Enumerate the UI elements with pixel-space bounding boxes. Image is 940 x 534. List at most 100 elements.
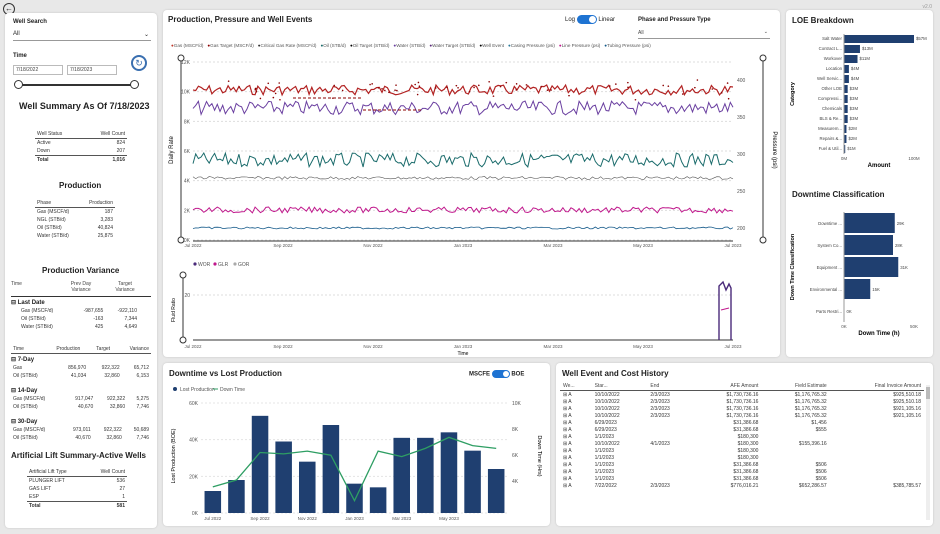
history-row[interactable]: ⊞ A 1/1/2023 $180,300 [560,454,924,461]
ratio-xtick: Jul 2023 [724,344,742,349]
main-legend-item[interactable]: ●Critical Gas Rate (MSCF/d) [257,43,317,48]
history-row[interactable]: ⊞ A 10/10/2022 4/1/2023 $180,300 $155,396.16 [560,440,924,447]
lift-cell: ESP [29,494,40,500]
history-col-header[interactable]: We... [563,383,575,389]
production-cell: NGL (STB/d) [37,217,66,223]
main-legend-item[interactable]: ●Well Event [479,43,504,48]
variance-cell: 7,746 [136,404,149,410]
ratio-xtick: Mar 2023 [543,344,563,349]
unit-toggle[interactable]: MSCFE BOE [469,370,524,378]
well-event-marker [667,85,670,87]
date-range-slider[interactable] [17,84,135,86]
history-cell: ⊞ A [563,426,572,433]
well-event-marker [546,89,549,91]
history-col-header[interactable]: Field Estimate [795,383,827,389]
well-event-marker [726,82,729,84]
history-row[interactable]: ⊞ A 10/10/2022 2/3/2023 $1,730,736.16 $1,176… [560,391,924,399]
well-event-marker [267,82,270,85]
slider-handle-end[interactable] [130,80,139,89]
history-row[interactable]: ⊞ A 1/1/2023 $31,386.68 $506 [560,475,924,482]
phase-dropdown[interactable]: All ⌄ [638,29,770,39]
history-row[interactable]: ⊞ A 1/1/2023 $180,300 [560,447,924,454]
history-row[interactable]: ⊞ A 6/29/2023 $31,386.68 $555 [560,426,924,433]
loe-bar [844,125,847,133]
summary-cell: 207 [116,148,125,154]
toggle-switch[interactable] [491,370,510,378]
well-event-marker [227,80,230,82]
loe-bar [844,95,848,103]
lift-cell: GAS LIFT [29,486,52,492]
history-cell: 7/22/2022 [594,482,617,489]
date-from-input[interactable]: 7/18/2022 [13,65,63,75]
history-col-header[interactable]: AFE Amount [730,383,759,389]
chevron-down-icon: ⌄ [763,29,768,35]
history-row[interactable]: ⊞ A 7/22/2022 2/3/2023 $776,016.21 $652,286.… [560,482,924,489]
variance-col-target: Target Variance [115,281,135,293]
main-legend-item[interactable]: ●Line Pressure (psi) [558,43,601,48]
variance-cell: 5,275 [136,396,149,402]
well-search-dropdown[interactable]: All ⌄ [13,31,151,41]
lost-xtick: Sep 2022 [250,516,270,521]
well-event-marker [381,87,383,90]
history-cell: 1/1/2023 [594,468,615,475]
history-col-header[interactable]: End [650,383,660,389]
toggle-boe-label: BOE [511,371,525,378]
lift-title: Artificial Lift Summary-Active Wells [11,451,146,460]
history-row[interactable]: ⊞ A 6/29/2023 $31,386.68 $1,456 [560,419,924,426]
downtime-category-label: System Co... [817,243,842,248]
main-legend-item[interactable]: ●Oil (STB/d) [320,43,346,48]
summary-cell: Down [37,148,50,154]
production-cell: Gas (MSCF/d) [37,209,70,215]
well-event-marker [694,86,696,89]
history-row[interactable]: ⊞ A 10/10/2022 2/3/2023 $1,730,736.16 $1,176… [560,412,924,419]
variance-30day[interactable]: ⊟ 30-Day [11,419,38,425]
variance-7day[interactable]: ⊟ 7-Day [11,357,35,363]
variance-last-date[interactable]: ⊟ Last Date [11,300,45,306]
main-legend-item[interactable]: ●Gas (MSCF/d) [171,43,204,48]
lost-title: Downtime vs Lost Production [169,369,282,378]
slider-handle-start[interactable] [14,80,23,89]
history-cell: $1,730,736.16 [726,391,759,398]
history-col-header[interactable]: Star... [594,383,608,389]
history-cell: ⊞ A [563,461,572,468]
well-event-marker [615,83,617,85]
history-cell [761,454,829,461]
lost-y2tick: 6K [512,453,519,459]
variance-30day-label: 30-Day [17,419,38,425]
variance-14day[interactable]: ⊟ 14-Day [11,388,38,394]
history-col-header[interactable]: Final Invoice Amount [874,383,921,389]
history-row[interactable]: ⊞ A 10/10/2022 2/3/2023 $1,730,736.16 $1,176… [560,405,924,412]
variance-cell: -987,655 [83,308,104,314]
scale-toggle[interactable]: Log Linear [565,15,615,24]
history-row[interactable]: ⊞ A 1/1/2023 $180,300 [560,433,924,440]
loe-xlabel: Amount [868,163,891,169]
date-to-input[interactable]: 7/18/2023 [67,65,117,75]
variance-cell: Gas (MSCF/d) [13,427,46,433]
well-event-marker [279,98,281,101]
history-row[interactable]: ⊞ A 1/1/2023 $31,386.68 $506 [560,468,924,475]
ratio-ytick: 20 [184,293,190,299]
main-legend-item[interactable]: ●Gas Target (MSCF/d) [207,43,254,48]
main-legend-label: Gas Target (MSCF/d) [210,43,254,48]
refresh-icon[interactable]: ↻ [131,55,147,71]
loe-panel: LOE Breakdown Category Salt Water $57M Cont… [786,10,933,357]
main-legend-item[interactable]: ●Tubing Pressure (psi) [604,43,651,48]
toggle-switch[interactable] [576,15,597,24]
main-legend-item[interactable]: ●Water Target (STB/d) [429,43,476,48]
main-xtick: Sep 2022 [273,243,293,248]
main-legend-item[interactable]: ●Casing Pressure (psi) [507,43,555,48]
history-row[interactable]: ⊞ A 1/1/2023 $31,386.68 $506 [560,461,924,468]
main-legend-item[interactable]: ●Oil Target (STB/d) [349,43,390,48]
history-scrollbar[interactable] [926,385,930,520]
history-row[interactable]: ⊞ A 10/10/2022 2/3/2023 $1,730,736.16 $1,176… [560,398,924,405]
history-cell: ⊞ A [563,454,572,461]
variance-cell: 32,860 [109,404,126,410]
lost-ytick: 0K [192,511,199,517]
variance-cell: 32,860 [104,373,120,379]
downtime-value-label: 15K [872,287,880,292]
history-cell: $506 [815,475,827,482]
main-chart-svg: Daily Rate Pressure (psi) 12K 10K 8K 6K 4K 2K 0K… [169,54,777,248]
loe-category-label: Other LOE [821,86,842,91]
variance-last-table: Gas (MSCF/d) -987,655 -922,110 Oil (STB/d)… [19,307,139,331]
main-legend-item[interactable]: ●Water (STB/d) [393,43,426,48]
